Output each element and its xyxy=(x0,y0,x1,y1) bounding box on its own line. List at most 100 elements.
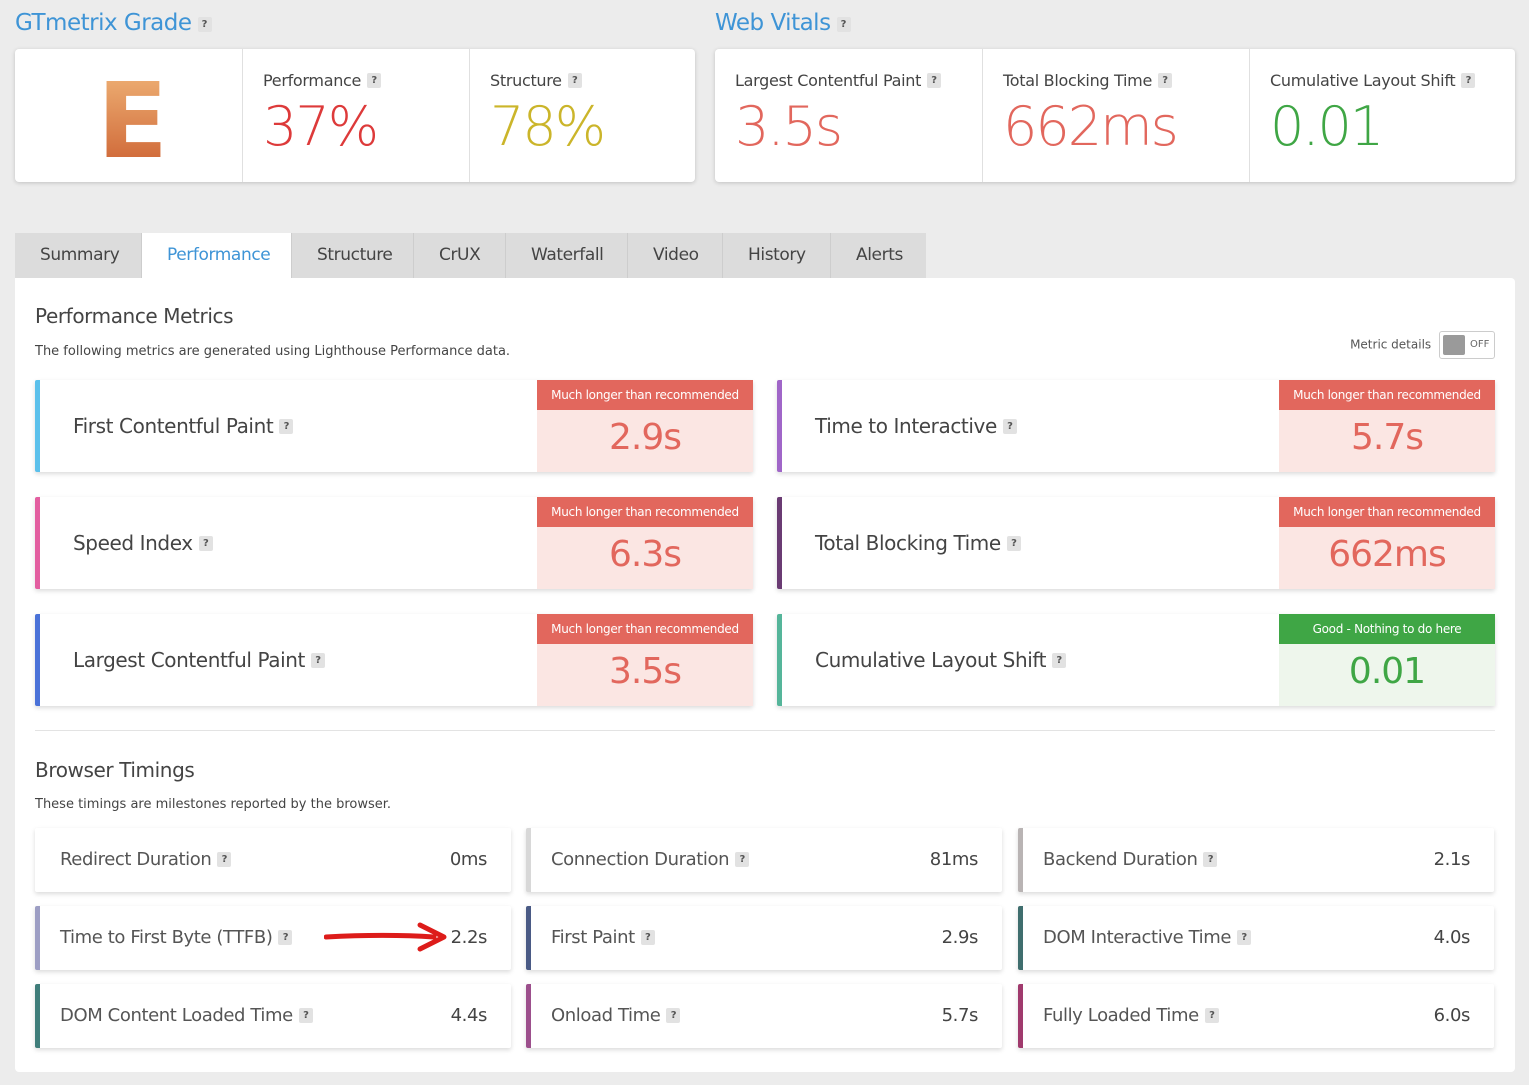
timing-backend-value: 2.1s xyxy=(1433,849,1471,870)
structure-cell: Structure? 78% xyxy=(469,49,695,182)
metric-tbt: Total Blocking Time? Much longer than re… xyxy=(777,497,1495,589)
timing-label-row: First Paint? xyxy=(551,906,655,970)
grade-title: GTmetrix Grade xyxy=(15,10,192,36)
help-icon[interactable]: ? xyxy=(1237,929,1252,945)
metric-cls-badge: Good - Nothing to do here xyxy=(1279,614,1495,644)
metric-tbt-badge: Much longer than recommended xyxy=(1279,497,1495,527)
vital-lcp-label: Largest Contentful Paint xyxy=(735,71,922,90)
help-icon[interactable]: ? xyxy=(217,851,232,867)
tab-summary[interactable]: Summary xyxy=(15,233,142,278)
timing-backend-duration: Backend Duration? 2.1s xyxy=(1018,828,1494,892)
metric-label-row: Cumulative Layout Shift? xyxy=(815,614,1067,706)
tab-structure[interactable]: Structure xyxy=(292,233,414,278)
vital-cls-label: Cumulative Layout Shift xyxy=(1270,71,1456,90)
metric-label-row: Time to Interactive? xyxy=(815,380,1017,472)
timing-redirect-duration: Redirect Duration? 0ms xyxy=(35,828,511,892)
metric-details-toggle[interactable]: OFF xyxy=(1439,331,1495,359)
timing-ttfb: Time to First Byte (TTFB)? 2.2s xyxy=(35,906,511,970)
help-icon[interactable]: ? xyxy=(1158,73,1173,88)
metric-tti-badge: Much longer than recommended xyxy=(1279,380,1495,410)
help-icon[interactable]: ? xyxy=(1203,851,1218,867)
help-icon[interactable]: ? xyxy=(1006,536,1021,551)
tab-alerts[interactable]: Alerts xyxy=(831,233,926,278)
performance-metrics-subtitle: The following metrics are generated usin… xyxy=(35,344,511,359)
browser-timings-title: Browser Timings xyxy=(35,758,195,782)
timing-fully-loaded-label: Fully Loaded Time xyxy=(1043,1005,1199,1026)
timing-fully-loaded-value: 6.0s xyxy=(1433,1005,1471,1026)
tab-crux[interactable]: CrUX xyxy=(414,233,506,278)
metric-lcp: Largest Contentful Paint? Much longer th… xyxy=(35,614,753,706)
metric-fcp-box: Much longer than recommended 2.9s xyxy=(537,380,753,472)
timing-onload-value: 5.7s xyxy=(941,1005,979,1026)
vital-tbt-label: Total Blocking Time xyxy=(1003,71,1153,90)
help-icon[interactable]: ? xyxy=(927,73,942,88)
browser-timings-subtitle: These timings are milestones reported by… xyxy=(35,797,392,812)
web-vitals-title: Web Vitals xyxy=(715,10,831,36)
timing-connection-label: Connection Duration xyxy=(551,849,730,870)
metric-fcp-badge: Much longer than recommended xyxy=(537,380,753,410)
tab-waterfall[interactable]: Waterfall xyxy=(506,233,628,278)
timing-ttfb-label: Time to First Byte (TTFB) xyxy=(60,927,273,948)
metric-tbt-value: 662ms xyxy=(1279,527,1495,589)
timing-dom-interactive: DOM Interactive Time? 4.0s xyxy=(1018,906,1494,970)
help-icon[interactable]: ? xyxy=(735,851,750,867)
grade-letter-graphic: E xyxy=(97,63,168,173)
timing-redirect-value: 0ms xyxy=(449,849,488,870)
timing-onload: Onload Time? 5.7s xyxy=(526,984,1002,1048)
help-icon[interactable]: ? xyxy=(1461,73,1476,88)
metric-details-control: Metric details OFF xyxy=(1350,331,1495,359)
red-arrow-annotation xyxy=(324,922,447,952)
help-icon[interactable]: ? xyxy=(1052,653,1067,668)
help-icon[interactable]: ? xyxy=(367,73,382,88)
timing-label-row: Onload Time? xyxy=(551,984,681,1048)
timing-connection-value: 81ms xyxy=(929,849,979,870)
structure-label-row: Structure? xyxy=(490,71,582,90)
help-icon[interactable]: ? xyxy=(278,929,293,945)
metric-cls-box: Good - Nothing to do here 0.01 xyxy=(1279,614,1495,706)
metric-cls-value: 0.01 xyxy=(1279,644,1495,706)
performance-cell: Performance? 37% xyxy=(242,49,469,182)
grade-letter: E xyxy=(97,63,168,173)
metric-tti-label: Time to Interactive xyxy=(815,414,997,438)
help-icon[interactable]: ? xyxy=(298,1007,313,1023)
timing-first-paint-label: First Paint xyxy=(551,927,635,948)
timing-dom-content-loaded: DOM Content Loaded Time? 4.4s xyxy=(35,984,511,1048)
help-icon[interactable]: ? xyxy=(197,17,212,32)
help-icon[interactable]: ? xyxy=(567,73,582,88)
grade-letter-cell: E xyxy=(15,49,242,182)
metric-speed-index-badge: Much longer than recommended xyxy=(537,497,753,527)
grade-card: E Performance? 37% Structure? 78% xyxy=(15,49,695,182)
vital-lcp-cell: Largest Contentful Paint? 3.5s xyxy=(715,49,982,182)
metric-tti-box: Much longer than recommended 5.7s xyxy=(1279,380,1495,472)
report-tabs: Summary Performance Structure CrUX Water… xyxy=(15,233,926,278)
vital-tbt-cell: Total Blocking Time? 662ms xyxy=(982,49,1249,182)
tab-history[interactable]: History xyxy=(723,233,831,278)
help-icon[interactable]: ? xyxy=(279,419,294,434)
metric-tbt-box: Much longer than recommended 662ms xyxy=(1279,497,1495,589)
timing-redirect-label: Redirect Duration xyxy=(60,849,212,870)
toggle-state: OFF xyxy=(1470,339,1490,350)
metric-cls-label: Cumulative Layout Shift xyxy=(815,648,1047,672)
metric-label-row: Total Blocking Time? xyxy=(815,497,1021,589)
timing-label-row: DOM Interactive Time? xyxy=(1043,906,1252,970)
performance-metrics-title: Performance Metrics xyxy=(35,304,234,328)
help-icon[interactable]: ? xyxy=(310,653,325,668)
tab-video[interactable]: Video xyxy=(628,233,723,278)
metric-label-row: Largest Contentful Paint? xyxy=(73,614,325,706)
tab-performance[interactable]: Performance xyxy=(142,233,292,278)
metric-details-label: Metric details xyxy=(1350,337,1432,352)
vital-tbt-value: 662ms xyxy=(1003,95,1179,158)
help-icon[interactable]: ? xyxy=(666,1007,681,1023)
help-icon[interactable]: ? xyxy=(1002,419,1017,434)
timing-backend-label: Backend Duration xyxy=(1043,849,1198,870)
timing-label-row: Connection Duration? xyxy=(551,828,750,892)
toggle-knob xyxy=(1443,335,1465,355)
help-icon[interactable]: ? xyxy=(1204,1007,1219,1023)
help-icon[interactable]: ? xyxy=(836,17,851,32)
metric-cls: Cumulative Layout Shift? Good - Nothing … xyxy=(777,614,1495,706)
help-icon[interactable]: ? xyxy=(640,929,655,945)
performance-label-row: Performance? xyxy=(263,71,382,90)
help-icon[interactable]: ? xyxy=(198,536,213,551)
performance-value: 37% xyxy=(263,95,379,158)
timing-label-row: DOM Content Loaded Time? xyxy=(60,984,313,1048)
